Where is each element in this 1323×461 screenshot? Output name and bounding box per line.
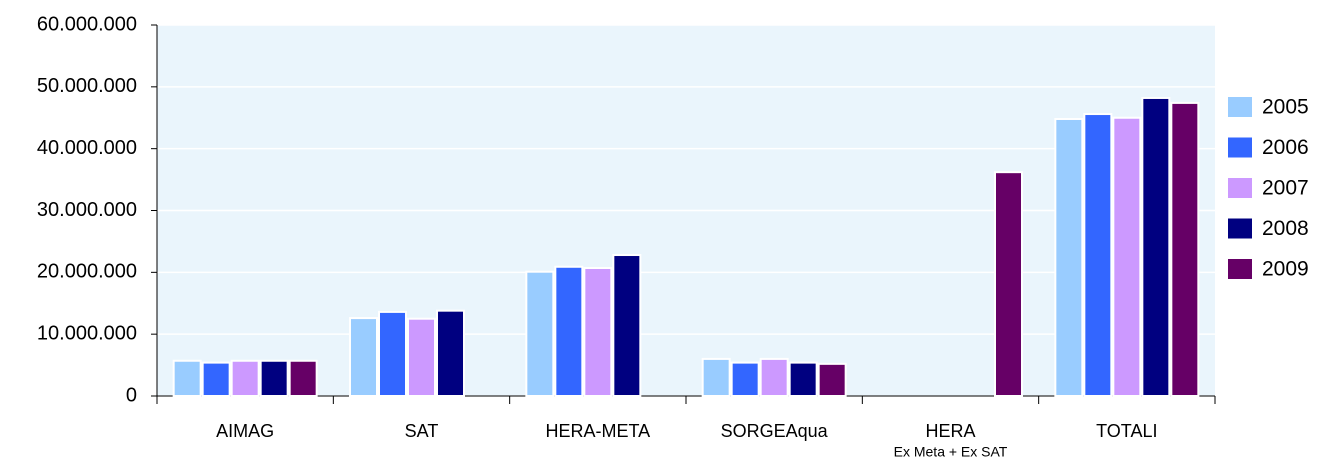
bar [288,359,318,398]
y-tick-label: 60.000.000 [37,13,137,35]
y-tick-label: 40.000.000 [37,137,137,159]
y-tick-label: 50.000.000 [37,75,137,97]
x-tick-sublabel: Ex Meta + Ex SAT [894,444,1008,460]
legend-label: 2008 [1262,217,1309,240]
legend-swatch [1228,137,1252,158]
bar [525,270,555,397]
legend-label: 2009 [1262,258,1309,281]
legend-swatch [1228,97,1252,117]
legend-swatch [1228,218,1252,239]
bar [583,267,613,398]
bar [994,171,1023,397]
bar [817,362,847,398]
bar [1054,117,1084,397]
legend-label: 2005 [1262,96,1309,119]
bar [407,317,436,398]
y-tick-label: 30.000.000 [37,199,137,221]
legend-label: 2007 [1262,177,1309,200]
bar [701,357,731,397]
bar [259,359,289,398]
y-tick-label: 10.000.000 [37,322,137,344]
bar [1170,101,1200,397]
y-tick-label: 20.000.000 [37,261,137,283]
bar [436,309,465,398]
bar [788,361,818,397]
bar [172,359,202,398]
bar [612,254,642,397]
bar [349,317,378,397]
x-tick-label: SAT [405,421,439,441]
x-tick-label: HERA [925,421,975,441]
bar [554,265,584,398]
x-tick-label: TOTALI [1096,421,1157,441]
bar [230,359,260,398]
legend-label: 2006 [1262,136,1309,159]
bar [730,361,760,397]
bar [201,361,231,397]
legend-swatch [1228,178,1252,198]
x-tick-label: HERA-META [545,421,650,441]
bar [1112,116,1142,397]
bar [759,357,789,397]
bar [378,310,407,398]
bar [1141,96,1171,397]
x-tick-label: SORGEAqua [721,421,829,441]
bar [1083,113,1113,397]
x-tick-label: AIMAG [216,421,274,441]
legend-swatch [1228,259,1252,279]
y-tick-label: 0 [126,384,137,406]
